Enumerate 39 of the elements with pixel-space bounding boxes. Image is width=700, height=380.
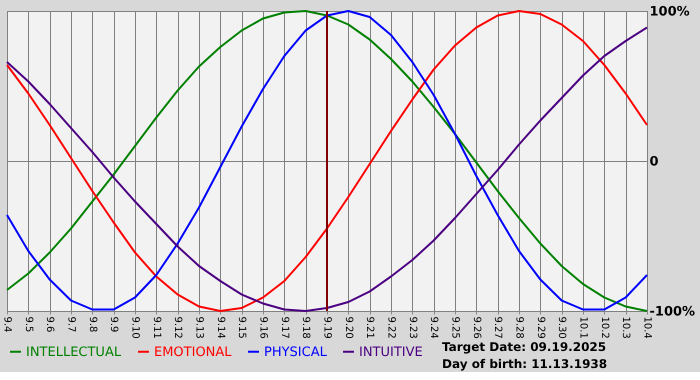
x-tick-label: 9.16 [258,316,268,339]
x-tick-label: 9.27 [492,316,504,339]
y-tick-label: 0 [650,154,659,170]
x-tick-label: 9.5 [22,316,34,332]
x-tick-label: 9.29 [534,316,546,339]
legend-label: INTELLECTUAL [26,344,122,360]
text: Day of birth: 11.13.1938 [442,357,608,371]
x-tick-label: 9.19 [322,316,332,339]
x-tick-label: 9.4 [2,316,12,332]
text: Target Date: 09.19.2025 [442,340,606,354]
x-tick-label: 9.14 [214,316,226,339]
x-tick-label: 9.21 [364,316,376,339]
x-tick-label: 9.6 [44,316,56,332]
x-tick-label: 9.18 [300,316,312,339]
x-tick-label: 9.8 [86,316,98,332]
x-tick-label: 9.22 [386,316,396,339]
x-tick-label: 9.7 [66,316,76,332]
x-tick-label: 10.4 [642,316,652,339]
x-tick-label: 9.30 [556,316,568,339]
x-tick-label: 9.15 [236,316,248,339]
legend-label: PHYSICAL [264,344,328,360]
x-tick-label: 9.23 [406,316,418,339]
x-tick-label: 10.3 [620,316,632,339]
x-tick-label: 10.2 [598,316,610,339]
x-tick-label: 9.9 [108,316,120,332]
y-tick-label: 100% [650,4,690,20]
x-tick-label: 9.10 [130,316,140,339]
legend-label: INTUITIVE [359,344,423,360]
x-tick-label: 9.24 [428,316,440,339]
x-tick-label: 9.28 [514,316,524,339]
x-tick-label: 9.25 [450,316,460,339]
x-tick-label: 10.1 [578,316,588,339]
x-tick-label: 9.13 [194,316,204,339]
x-tick-label: 9.11 [150,316,162,339]
x-tick-label: 9.20 [342,316,354,339]
x-tick-label: 9.12 [172,316,184,339]
x-tick-label: 9.17 [278,316,290,339]
x-tick-label: 9.26 [470,316,482,339]
legend-label: EMOTIONAL [154,344,232,360]
